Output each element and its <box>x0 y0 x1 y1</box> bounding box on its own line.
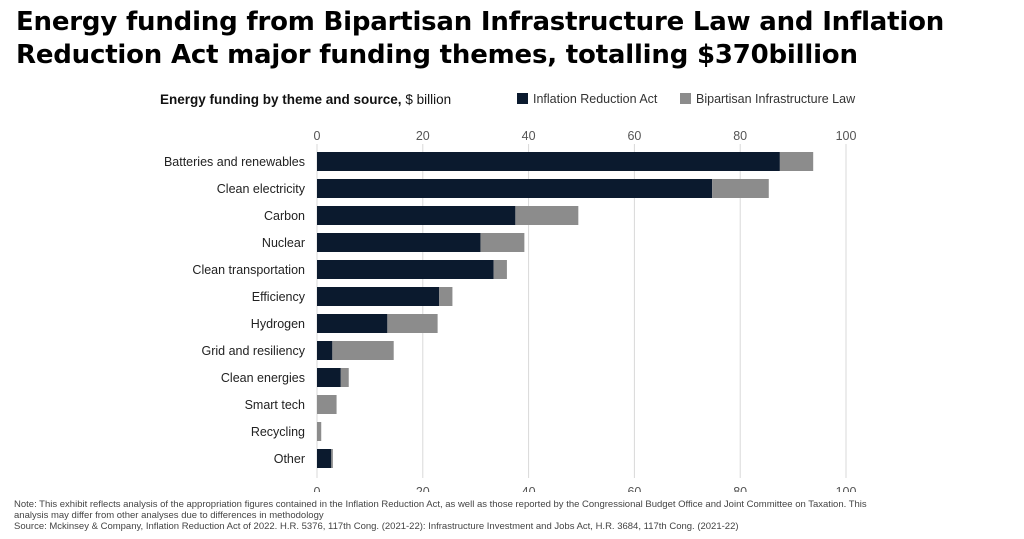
category-label: Clean transportation <box>192 263 305 277</box>
category-label: Other <box>274 452 305 466</box>
category-label: Batteries and renewables <box>164 155 305 169</box>
chart-title: Energy funding by theme and source, $ bi… <box>160 92 451 107</box>
bar-segment-bil <box>332 341 394 360</box>
bar-segment-ira <box>317 287 440 306</box>
bar-segment-bil <box>493 260 507 279</box>
category-label: Recycling <box>251 425 305 439</box>
bar-segment-ira <box>317 449 332 468</box>
bar-segment-bil <box>317 395 337 414</box>
note-line-2: analysis may differ from other analyses … <box>14 510 324 521</box>
source-line: Source: Mckinsey & Company, Inflation Re… <box>14 521 739 532</box>
bar-segment-ira <box>317 314 388 333</box>
category-label: Clean energies <box>221 371 305 385</box>
x-tick-label-bottom: 60 <box>627 485 641 492</box>
category-label: Nuclear <box>262 236 305 250</box>
legend-label-ira: Inflation Reduction Act <box>533 92 658 106</box>
bar-segment-bil <box>515 206 579 225</box>
footnote: Note: This exhibit reflects analysis of … <box>14 499 1014 532</box>
x-tick-label-top: 80 <box>733 129 747 143</box>
category-label: Grid and resiliency <box>201 344 305 358</box>
x-tick-label-top: 40 <box>522 129 536 143</box>
chart-panel: 0 0 20 20 40 40 60 60 80 80 100 100 Batteries and re… <box>140 82 900 492</box>
chart-title-unit: $ billion <box>405 92 451 107</box>
x-tick-label-bottom: 80 <box>733 485 747 492</box>
chart-title-text: Energy funding by theme and source, <box>160 92 402 107</box>
bar-segment-ira <box>317 260 494 279</box>
bar-segment-ira <box>317 179 713 198</box>
category-label: Efficiency <box>252 290 306 304</box>
x-tick-label-top: 20 <box>416 129 430 143</box>
category-label: Clean electricity <box>217 182 306 196</box>
bar-segment-ira <box>317 206 516 225</box>
bar-segment-bil <box>779 152 814 171</box>
legend-label-bil: Bipartisan Infrastructure Law <box>696 92 856 106</box>
category-label: Hydrogen <box>251 317 305 331</box>
bar-segment-ira <box>317 368 341 387</box>
bar-segment-bil <box>340 368 349 387</box>
category-label: Carbon <box>264 209 305 223</box>
x-tick-label-bottom: 100 <box>836 485 857 492</box>
stacked-bar-chart: 0 0 20 20 40 40 60 60 80 80 100 100 Batteries and re… <box>160 92 857 492</box>
bar-segment-bil <box>387 314 438 333</box>
bar-segment-bil <box>439 287 453 306</box>
category-label: Smart tech <box>245 398 305 412</box>
bar-segment-bil <box>480 233 525 252</box>
x-tick-label-top: 60 <box>627 129 641 143</box>
legend: Inflation Reduction Act Bipartisan Infra… <box>517 92 856 106</box>
x-tick-label-bottom: 0 <box>314 485 321 492</box>
x-tick-label-top: 100 <box>836 129 857 143</box>
legend-swatch-bil <box>680 93 691 104</box>
x-tick-label-bottom: 20 <box>416 485 430 492</box>
legend-swatch-ira <box>517 93 528 104</box>
note-line-1: Note: This exhibit reflects analysis of … <box>14 499 867 510</box>
bar-segment-ira <box>317 233 481 252</box>
bar-segment-ira <box>317 341 333 360</box>
x-tick-label-top: 0 <box>314 129 321 143</box>
bar-segment-bil <box>331 449 333 468</box>
bar-segment-bil <box>317 422 322 441</box>
bar-segment-bil <box>712 179 769 198</box>
x-tick-label-bottom: 40 <box>522 485 536 492</box>
bar-segment-ira <box>317 152 780 171</box>
page-title: Energy funding from Bipartisan Infrastru… <box>16 7 945 70</box>
